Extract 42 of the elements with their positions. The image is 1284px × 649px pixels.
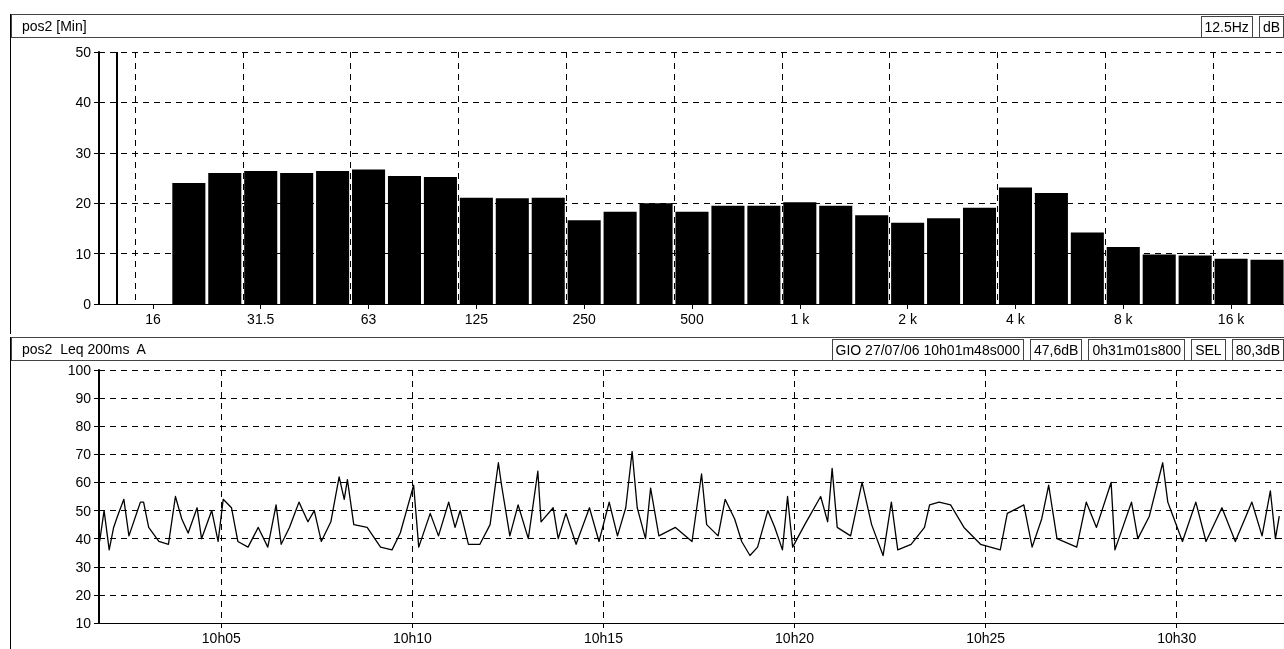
text: 12.5Hz [1200,16,1253,38]
x-tick-label: 1 k [790,311,811,327]
text: 47,6dB [1030,339,1083,361]
x-tick-label: 10h30 [1157,630,1197,646]
y-tick-label: 50 [75,44,92,60]
y-tick-label: 10 [75,245,92,262]
y-tick-label: 30 [75,144,92,161]
x-tick-label: 125 [464,311,489,327]
y-tick-label: 40 [75,94,92,111]
y-tick-label: 0 [83,296,92,312]
text: 0h31m01s800 [1088,339,1186,361]
y-tick-label: 10 [75,615,92,631]
chart-title: pos2 Leq 200ms A [22,340,146,359]
y-tick-label: 60 [75,474,92,491]
y-tick-label: 90 [75,390,92,407]
x-tick-label: 4 k [1006,311,1026,327]
x-tick-label: 10h25 [966,630,1006,646]
x-tick-label: 10h20 [775,630,815,646]
y-tick-label: 70 [75,446,92,463]
x-tick-label: 8 k [1113,311,1134,327]
y-tick-label: 40 [75,530,92,547]
y-tick-label: 30 [75,558,92,575]
chart-title: pos2 [Min] [22,17,87,36]
x-tick-label: 16 k [1217,311,1246,327]
x-tick-label: 31.5 [247,311,275,327]
y-tick-label: 20 [75,195,92,212]
x-tick-label: 500 [680,311,704,327]
text: dB [1258,16,1284,38]
text: 80,3dB [1231,339,1284,361]
y-tick-label: 20 [75,586,92,603]
x-tick-label: 16 [145,311,161,327]
x-tick-label: 250 [572,311,597,327]
x-tick-label: 2 k [898,311,918,327]
y-tick-label: 100 [67,362,92,378]
x-tick-label: 10h15 [584,630,624,646]
y-tick-label: 80 [75,418,92,435]
x-tick-label: 10h05 [201,630,241,646]
x-tick-label: 10h10 [392,630,433,646]
text: GIO 27/07/06 10h01m48s000 [831,339,1025,361]
x-tick-label: 63 [360,311,377,327]
text: SEL [1191,339,1226,361]
y-tick-label: 50 [75,502,92,519]
